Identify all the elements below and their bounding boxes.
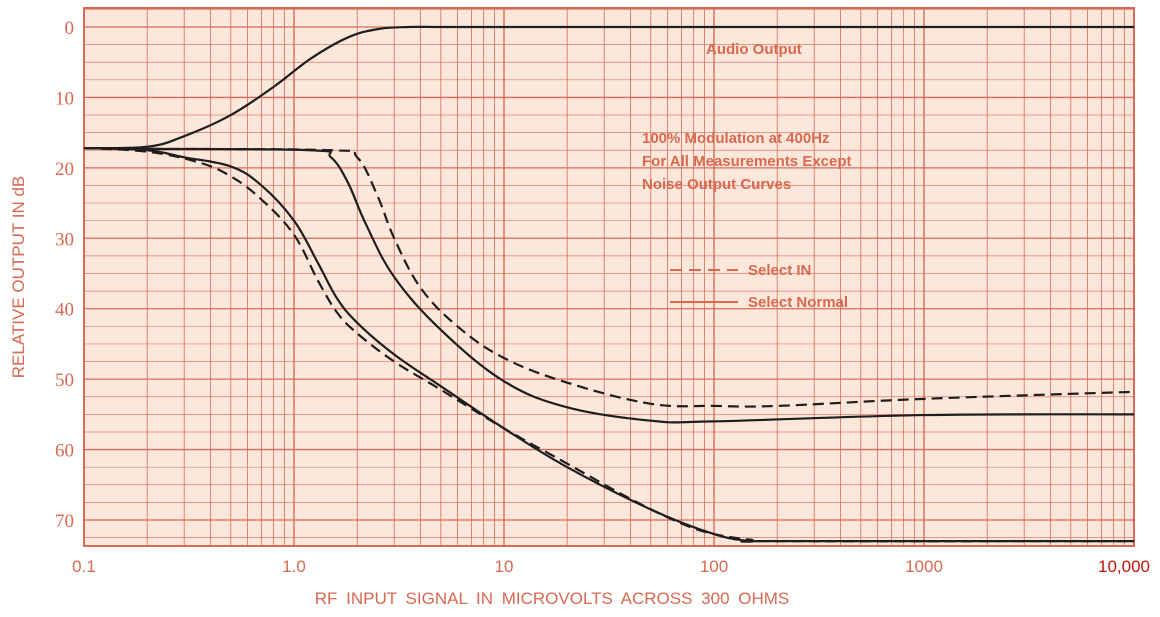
x-tick-label: 0.1 bbox=[72, 557, 96, 576]
legend-label: Select IN bbox=[748, 262, 811, 279]
x-tick-label: 10,000 bbox=[1098, 557, 1150, 576]
x-tick-label: 10 bbox=[495, 557, 514, 576]
x-tick-label: 1000 bbox=[905, 557, 943, 576]
series-line-4 bbox=[83, 147, 1135, 543]
annotation-text: 100% Modulation at 400Hz bbox=[642, 130, 830, 147]
series-line-1 bbox=[83, 25, 1134, 150]
y-tick-label: 60 bbox=[55, 441, 74, 462]
curve-layer bbox=[83, 25, 1135, 543]
y-tick-label: 10 bbox=[55, 88, 74, 109]
annotation-text: Noise Output Curves bbox=[642, 176, 791, 193]
annotation-text: For All Measurements Except bbox=[642, 153, 852, 170]
x-tick-label: 1.0 bbox=[282, 557, 306, 576]
y-tick-label: 20 bbox=[55, 159, 74, 180]
x-tick-label: 100 bbox=[700, 557, 728, 576]
y-tick-label: 30 bbox=[55, 229, 74, 250]
y-tick-label: 40 bbox=[55, 300, 74, 321]
series-line-5 bbox=[83, 147, 1134, 543]
y-axis-label: RELATIVE OUTPUT IN dB bbox=[9, 176, 28, 378]
series-line-2 bbox=[83, 147, 1135, 408]
annotation-text: Audio Output bbox=[706, 41, 802, 58]
text-layer: 0 10 20 30 40 50 60 70 0.1 1.0 10 100 1000 10,000 RF I… bbox=[9, 18, 1150, 608]
y-tick-label: 50 bbox=[55, 370, 74, 391]
plot-border bbox=[83, 7, 1135, 547]
y-tick-label: 0 bbox=[65, 18, 75, 39]
legend-label: Select Normal bbox=[748, 294, 848, 311]
plot-background bbox=[84, 8, 1134, 546]
y-tick-label: 70 bbox=[55, 511, 74, 532]
series-line-3 bbox=[83, 147, 1135, 424]
x-axis-label: RF INPUT SIGNAL IN MICROVOLTS ACROSS 300… bbox=[315, 589, 790, 608]
